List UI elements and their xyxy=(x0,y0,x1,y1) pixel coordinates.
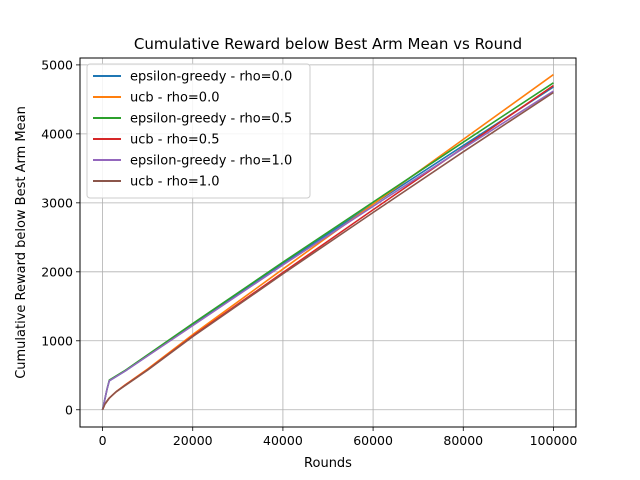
ticks: 0 20000 40000 60000 80000 100000 0 1000 2000 3000… xyxy=(41,57,577,448)
y-axis-label: Cumulative Reward below Best Arm Mean xyxy=(14,106,29,379)
x-tick-label: 40000 xyxy=(263,433,303,448)
y-tick-label: 1000 xyxy=(41,333,73,348)
legend-label: ucb - rho=1.0 xyxy=(130,175,219,190)
legend-label: epsilon-greedy - rho=0.0 xyxy=(130,70,292,85)
y-tick-label: 4000 xyxy=(41,126,73,141)
legend-label: ucb - rho=0.0 xyxy=(130,91,219,106)
x-tick-label: 0 xyxy=(99,433,107,448)
x-tick-label: 20000 xyxy=(173,433,213,448)
plot-frame xyxy=(79,57,577,428)
series-line-5 xyxy=(101,90,554,410)
chart-title: Cumulative Reward below Best Arm Mean vs… xyxy=(134,35,522,53)
y-tick-label: 2000 xyxy=(41,264,73,279)
legend: epsilon-greedy - rho=0.0 ucb - rho=0.0 eps… xyxy=(86,63,311,199)
legend-label: ucb - rho=0.5 xyxy=(130,133,219,148)
x-axis-label: Rounds xyxy=(304,456,352,471)
y-tick-label: 0 xyxy=(65,402,73,417)
x-tick-label: 100000 xyxy=(530,433,578,448)
legend-box xyxy=(86,63,311,199)
y-tick-label: 5000 xyxy=(41,57,73,72)
x-tick-label: 60000 xyxy=(353,433,393,448)
y-tick-label: 3000 xyxy=(41,195,73,210)
series-lines xyxy=(101,73,554,411)
legend-label: epsilon-greedy - rho=0.5 xyxy=(130,112,292,127)
x-tick-label: 80000 xyxy=(443,433,483,448)
series-line-6 xyxy=(101,91,554,411)
legend-label: epsilon-greedy - rho=1.0 xyxy=(130,154,292,169)
